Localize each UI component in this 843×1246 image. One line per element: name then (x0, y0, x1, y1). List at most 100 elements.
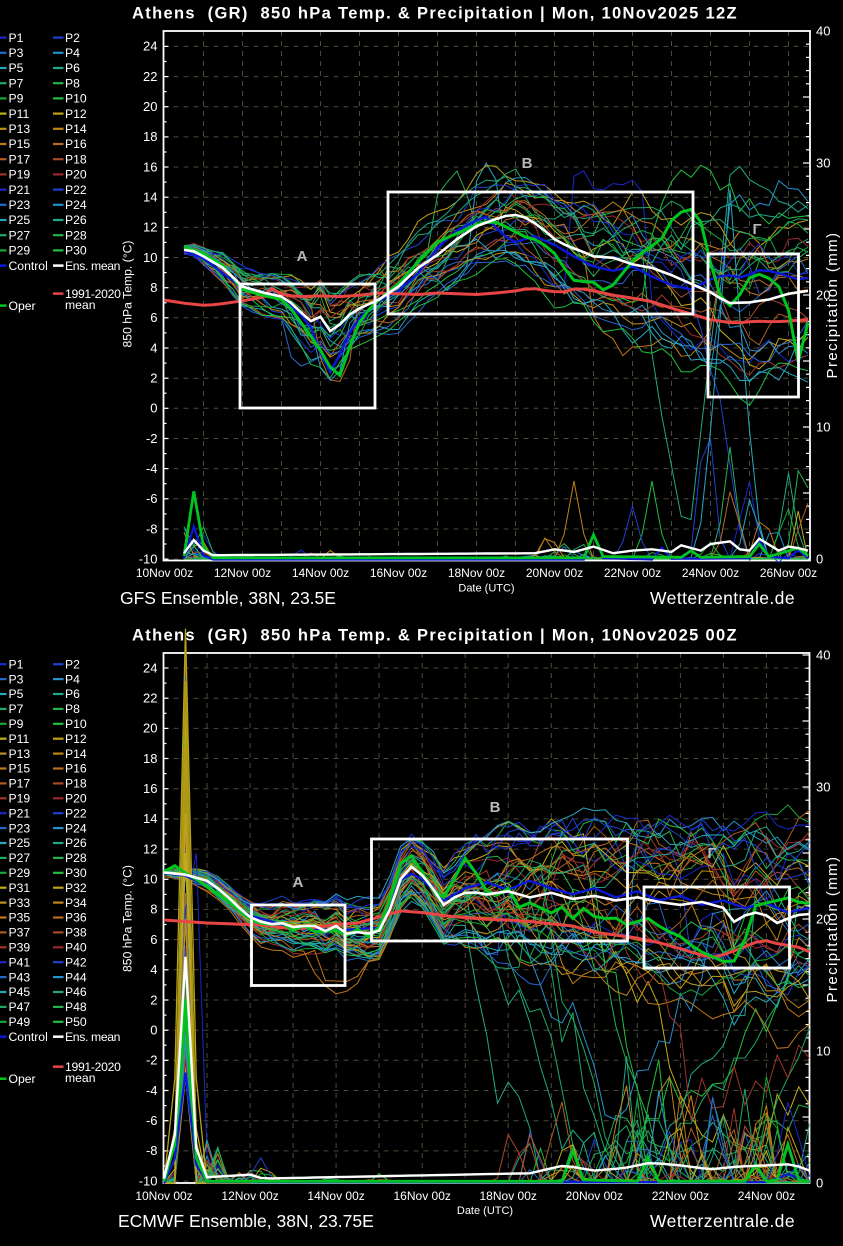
svg-text:P29: P29 (9, 244, 31, 258)
svg-text:P22: P22 (65, 183, 87, 197)
svg-text:20Nov 00z: 20Nov 00z (566, 1189, 623, 1203)
svg-text:P2: P2 (65, 657, 80, 671)
svg-text:P43: P43 (9, 970, 31, 984)
svg-text:P39: P39 (9, 941, 31, 955)
svg-text:Date (UTC): Date (UTC) (458, 583, 514, 595)
svg-text:-10: -10 (139, 1173, 158, 1188)
svg-text:P15: P15 (9, 762, 31, 776)
svg-text:Ens. mean: Ens. mean (65, 259, 120, 273)
svg-text:40: 40 (816, 647, 830, 662)
svg-text:24Nov 00z: 24Nov 00z (738, 1189, 795, 1203)
svg-text:P4: P4 (65, 46, 80, 60)
svg-text:P1: P1 (9, 31, 24, 45)
svg-text:P6: P6 (65, 61, 80, 75)
svg-text:Wetterzentrale.de: Wetterzentrale.de (650, 588, 795, 608)
svg-text:12: 12 (143, 841, 157, 856)
svg-text:-6: -6 (146, 491, 158, 506)
svg-text:14Nov 00z: 14Nov 00z (307, 1189, 364, 1203)
svg-text:P25: P25 (9, 836, 31, 850)
svg-text:P16: P16 (65, 762, 87, 776)
svg-text:P18: P18 (65, 777, 87, 791)
svg-text:P12: P12 (65, 107, 87, 121)
svg-text:B: B (490, 799, 501, 816)
svg-text:10: 10 (143, 250, 157, 265)
svg-text:850 hPa Temp. (°C): 850 hPa Temp. (°C) (120, 241, 134, 348)
svg-text:12Nov 00z: 12Nov 00z (221, 1189, 278, 1203)
svg-text:P14: P14 (65, 747, 87, 761)
svg-text:P5: P5 (9, 687, 24, 701)
svg-text:P4: P4 (65, 672, 80, 686)
svg-text:8: 8 (150, 902, 157, 917)
svg-text:-2: -2 (146, 1053, 158, 1068)
svg-text:P28: P28 (65, 228, 87, 242)
svg-text:20: 20 (143, 721, 157, 736)
svg-text:P3: P3 (9, 46, 24, 60)
svg-text:4: 4 (150, 962, 157, 977)
svg-text:22Nov 00z: 22Nov 00z (604, 566, 661, 580)
svg-text:24Nov 00z: 24Nov 00z (682, 566, 739, 580)
svg-text:0: 0 (150, 1023, 157, 1038)
svg-text:18Nov 00z: 18Nov 00z (480, 1189, 537, 1203)
svg-text:P48: P48 (65, 1000, 87, 1014)
svg-text:6: 6 (150, 310, 157, 325)
svg-text:P6: P6 (65, 687, 80, 701)
svg-text:8: 8 (150, 280, 157, 295)
svg-text:P14: P14 (65, 122, 87, 136)
svg-text:0: 0 (816, 1175, 823, 1190)
svg-text:A: A (293, 874, 304, 891)
svg-text:P49: P49 (9, 1015, 31, 1029)
svg-text:22: 22 (143, 691, 157, 706)
svg-text:12: 12 (143, 220, 157, 235)
svg-text:Precipitation (mm): Precipitation (mm) (824, 856, 841, 1003)
svg-text:2: 2 (150, 371, 157, 386)
svg-text:-2: -2 (146, 431, 158, 446)
svg-text:P9: P9 (9, 717, 24, 731)
svg-text:20: 20 (816, 911, 830, 926)
svg-text:20Nov 00z: 20Nov 00z (526, 566, 583, 580)
svg-text:Wetterzentrale.de: Wetterzentrale.de (650, 1211, 795, 1231)
svg-text:P45: P45 (9, 985, 31, 999)
svg-text:P35: P35 (9, 911, 31, 925)
svg-text:P30: P30 (65, 866, 87, 880)
svg-text:P30: P30 (65, 244, 87, 258)
svg-text:P7: P7 (9, 76, 24, 90)
svg-text:1991-2020: 1991-2020 (65, 1060, 121, 1074)
svg-text:-8: -8 (146, 521, 158, 536)
svg-text:P27: P27 (9, 228, 31, 242)
svg-text:P47: P47 (9, 1000, 31, 1014)
svg-text:P19: P19 (9, 168, 31, 182)
svg-text:14: 14 (143, 811, 157, 826)
svg-text:P40: P40 (65, 941, 87, 955)
svg-text:-4: -4 (146, 461, 158, 476)
svg-text:18Nov 00z: 18Nov 00z (448, 566, 505, 580)
svg-text:22: 22 (143, 69, 157, 84)
svg-text:P36: P36 (65, 911, 87, 925)
svg-text:P8: P8 (65, 76, 80, 90)
svg-text:Oper: Oper (9, 1072, 36, 1086)
svg-text:P26: P26 (65, 213, 87, 227)
svg-text:Date (UTC): Date (UTC) (457, 1205, 513, 1217)
svg-text:P41: P41 (9, 955, 31, 969)
svg-text:26Nov 00z: 26Nov 00z (760, 566, 817, 580)
svg-text:16: 16 (143, 159, 157, 174)
svg-text:P29: P29 (9, 866, 31, 880)
svg-text:18: 18 (143, 129, 157, 144)
svg-text:Control: Control (9, 259, 48, 273)
svg-text:P12: P12 (65, 732, 87, 746)
svg-text:30: 30 (816, 779, 830, 794)
svg-text:-6: -6 (146, 1113, 158, 1128)
svg-text:P17: P17 (9, 777, 31, 791)
svg-text:16Nov 00z: 16Nov 00z (370, 566, 427, 580)
svg-text:P44: P44 (65, 970, 87, 984)
svg-text:Athens (GR) 850 hPa Temp. &: Athens (GR) 850 hPa Temp. & Precipitatio… (132, 627, 738, 645)
svg-text:P31: P31 (9, 881, 31, 895)
svg-text:24: 24 (143, 660, 157, 675)
svg-text:P20: P20 (65, 168, 87, 182)
svg-text:10Nov 00z: 10Nov 00z (136, 566, 193, 580)
svg-text:ECMWF Ensemble, 38N, 23.75E: ECMWF Ensemble, 38N, 23.75E (118, 1211, 374, 1231)
svg-text:P18: P18 (65, 152, 87, 166)
svg-text:Control: Control (9, 1030, 48, 1044)
svg-text:P25: P25 (9, 213, 31, 227)
svg-text:P34: P34 (65, 896, 87, 910)
svg-text:P22: P22 (65, 806, 87, 820)
